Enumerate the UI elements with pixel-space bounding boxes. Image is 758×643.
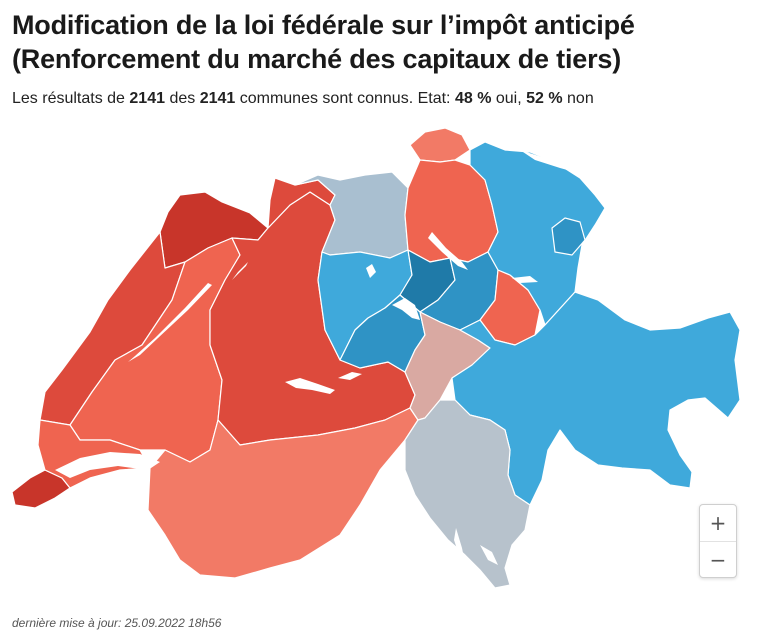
- last-update: dernière mise à jour: 25.09.2022 18h56: [12, 616, 222, 630]
- summary-prefix: Les résultats de: [12, 90, 130, 107]
- lake-biel: [232, 262, 248, 280]
- page-title: Modification de la loi fédérale sur l’im…: [12, 8, 712, 76]
- summary-middle: des: [165, 90, 200, 107]
- lake-zurich: [428, 232, 468, 270]
- lake-constance: [520, 150, 590, 176]
- communes-counted: 2141: [129, 90, 165, 107]
- zoom-out-button[interactable]: −: [700, 541, 736, 577]
- yes-percentage: 48 %: [454, 90, 492, 107]
- results-summary: Les résultats de 2141 des 2141 communes …: [12, 90, 594, 108]
- lake-neuchatel: [128, 283, 212, 362]
- yes-label: oui,: [491, 90, 527, 107]
- lake-lucerne: [392, 298, 420, 320]
- title-line-2: (Renforcement du marché des capitaux de …: [12, 44, 621, 74]
- title-line-1: Modification de la loi fédérale sur l’im…: [12, 10, 635, 40]
- communes-total: 2141: [199, 90, 236, 107]
- switzerland-results-map[interactable]: [0, 118, 758, 603]
- zoom-control: + −: [699, 504, 737, 578]
- region-ticino[interactable]: [404, 399, 531, 589]
- summary-suffix: communes sont connus. Etat:: [235, 90, 455, 107]
- lake-maggiore: [454, 528, 466, 568]
- zoom-in-button[interactable]: +: [709, 511, 727, 535]
- no-label: non: [562, 90, 594, 107]
- region-schaffhausen[interactable]: [409, 127, 471, 163]
- lake-lugano: [480, 545, 498, 565]
- lake-geneva: [55, 452, 160, 478]
- no-percentage: 52 %: [526, 90, 563, 107]
- lake-thun: [285, 378, 335, 394]
- lake-sempach: [366, 264, 376, 278]
- lake-brienz: [338, 372, 362, 380]
- region-appenzell[interactable]: [551, 217, 586, 256]
- lake-walen: [512, 276, 538, 283]
